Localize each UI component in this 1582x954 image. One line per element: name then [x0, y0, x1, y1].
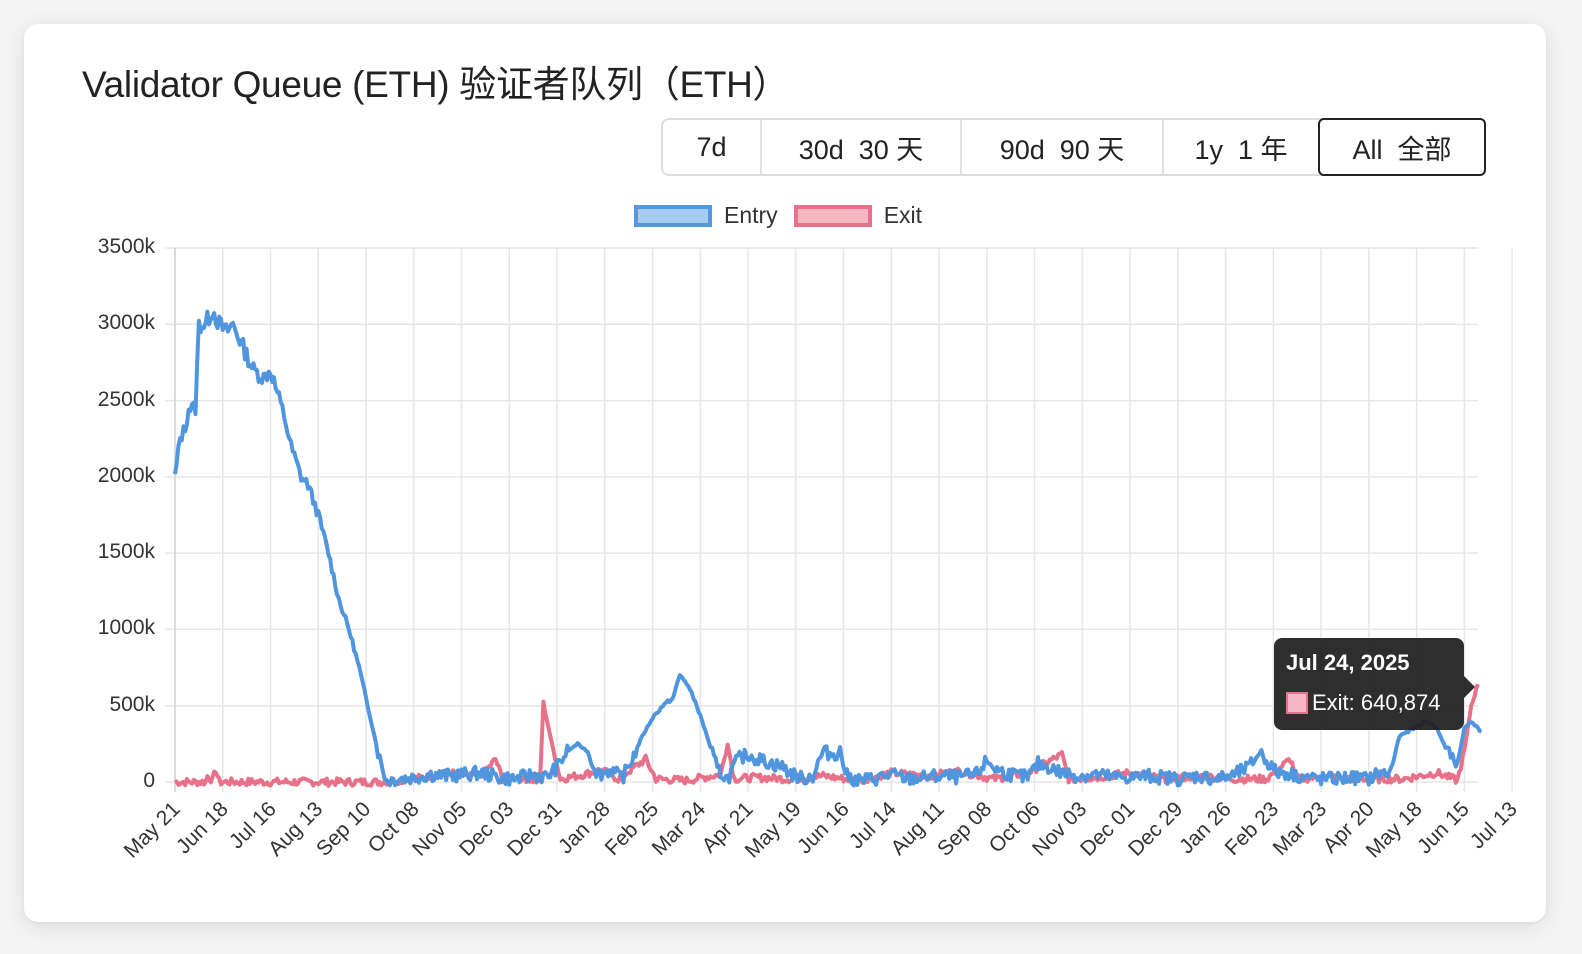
- y-tick-label: 3000k: [97, 311, 155, 335]
- legend-swatch-entry: [634, 204, 712, 227]
- legend-item-entry[interactable]: Entry: [634, 202, 778, 229]
- y-tick-label: 2500k: [97, 387, 155, 411]
- legend-label-exit: Exit: [883, 202, 923, 228]
- legend-item-exit[interactable]: Exit: [793, 202, 923, 229]
- legend-label-entry: Entry: [724, 202, 778, 228]
- y-tick-label: 500k: [109, 692, 155, 716]
- y-tick-label: 2000k: [97, 463, 155, 487]
- legend-swatch-exit: [793, 204, 872, 227]
- range-button-30d[interactable]: 30d 30 天: [760, 120, 960, 174]
- tooltip-body: Exit: 640,874: [1286, 690, 1440, 716]
- chart-tooltip: Jul 24, 2025 Exit: 640,874: [1274, 638, 1475, 730]
- y-tick-label: 1500k: [97, 540, 155, 564]
- range-button-7d[interactable]: 7d: [663, 120, 760, 174]
- y-tick-label: 0: [143, 769, 155, 792]
- y-tick-label: 3500k: [97, 235, 155, 258]
- range-button-90d[interactable]: 90d 90 天: [960, 120, 1162, 174]
- range-button-all[interactable]: All 全部: [1318, 118, 1486, 176]
- time-range-selector: 7d 30d 30 天 90d 90 天 1y 1 年 All 全部: [661, 118, 1486, 176]
- range-button-1y[interactable]: 1y 1 年: [1162, 120, 1318, 174]
- tooltip-value: Exit: 640,874: [1312, 690, 1441, 715]
- tooltip-swatch-exit: [1286, 692, 1308, 714]
- tooltip-date: Jul 24, 2025: [1286, 650, 1410, 675]
- chart-card: Validator Queue (ETH) 验证者队列（ETH） 7d 30d …: [24, 24, 1546, 922]
- plot-area[interactable]: [24, 24, 1546, 922]
- chart-title: Validator Queue (ETH) 验证者队列（ETH）: [82, 64, 790, 105]
- y-tick-label: 1000k: [97, 616, 155, 640]
- chart-legend: Entry Exit: [634, 202, 938, 229]
